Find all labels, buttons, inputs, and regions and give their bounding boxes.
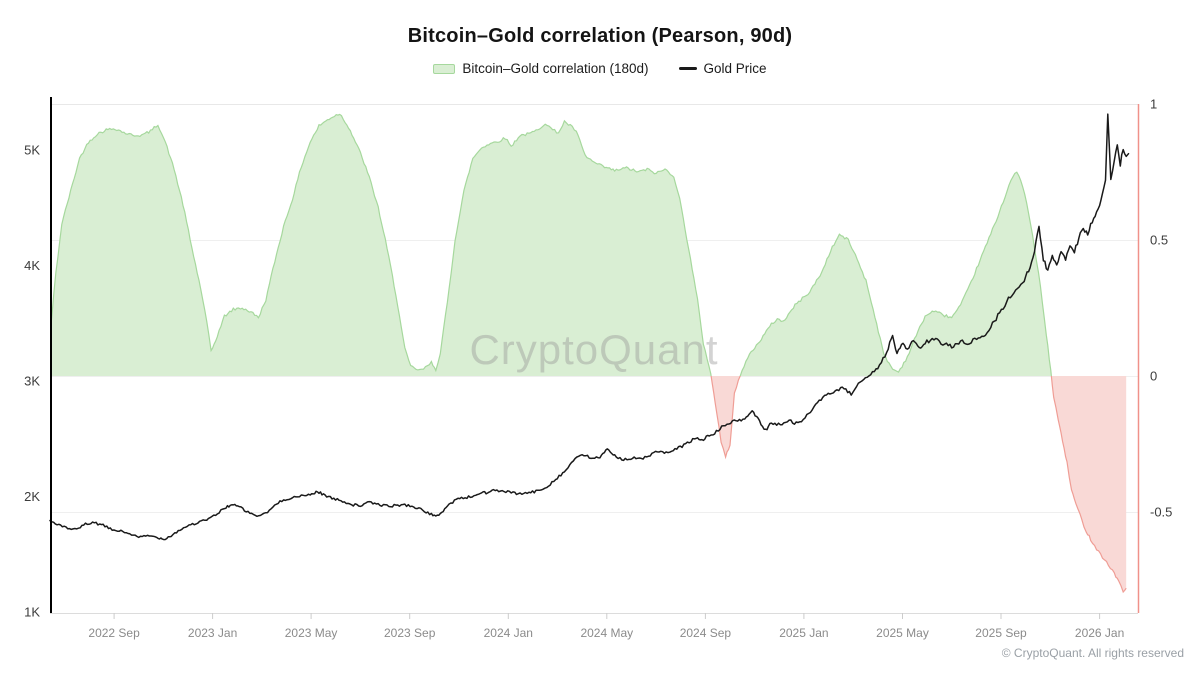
x-tick-label: 2025 Jan (779, 626, 828, 640)
legend-item-gold-price[interactable]: Gold Price (678, 61, 767, 76)
x-tick-label: 2022 Sep (88, 626, 140, 640)
correlation-area-positive (50, 114, 1127, 376)
chart-title: Bitcoin–Gold correlation (Pearson, 90d) (407, 25, 793, 47)
x-tick-label: 2023 Jan (188, 626, 237, 640)
left-axis-tick-label: 2K (24, 489, 40, 504)
x-tick-label: 2025 May (876, 626, 929, 640)
left-axis-tick-label: 4K (24, 258, 40, 273)
x-tick-label: 2023 May (285, 626, 338, 640)
right-axis-tick-label: 0.5 (1150, 233, 1168, 248)
x-tick-label: 2023 Sep (384, 626, 436, 640)
right-axis-tick-label: 0 (1150, 369, 1157, 384)
right-axis-tick-label: 1 (1150, 97, 1157, 112)
x-tick-label: 2026 Jan (1075, 626, 1124, 640)
left-axis: 1K 2K 3K 4K 5K (24, 143, 40, 620)
legend-label-correlation: Bitcoin–Gold correlation (180d) (462, 61, 649, 76)
x-tick-label: 2024 Sep (680, 626, 732, 640)
copyright-note: © CryptoQuant. All rights reserved (1001, 646, 1184, 660)
x-tick-label: 2025 Sep (975, 626, 1027, 640)
gold-line-swatch-icon (678, 67, 697, 70)
x-axis: 2022 Sep 2023 Jan 2023 May 2023 Sep 2024 Jan… (88, 613, 1124, 640)
right-axis-tick-label: -0.5 (1150, 505, 1172, 520)
left-axis-tick-label: 5K (24, 143, 40, 158)
legend-item-correlation[interactable]: Bitcoin–Gold correlation (180d) (433, 61, 649, 76)
legend-label-gold-price: Gold Price (703, 61, 767, 76)
right-axis: 1 0.5 0 -0.5 (1150, 97, 1172, 520)
left-axis-tick-label: 3K (24, 374, 40, 389)
gold-price-line (49, 113, 1130, 541)
correlation-area-swatch-icon (433, 63, 456, 74)
correlation-line-positive (50, 113, 1052, 376)
left-axis-tick-label: 1K (24, 605, 40, 620)
x-tick-label: 2024 May (580, 626, 633, 640)
x-tick-label: 2024 Jan (484, 626, 533, 640)
legend: Bitcoin–Gold correlation (180d) Gold Pri… (0, 61, 1200, 76)
